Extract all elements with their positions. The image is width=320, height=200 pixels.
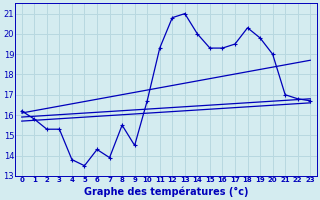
X-axis label: Graphe des températures (°c): Graphe des températures (°c) bbox=[84, 186, 248, 197]
